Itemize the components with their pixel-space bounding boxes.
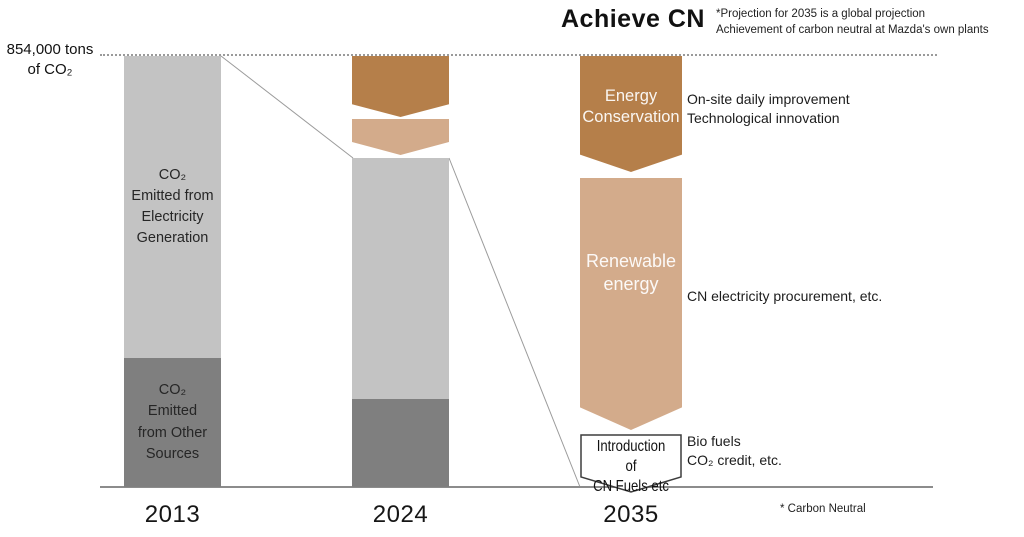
annotation-cn-fuels: Bio fuels CO₂ credit, etc. [687,433,782,468]
reduction-arrow-2035-energy-conservation: Energy Conservation [580,56,682,172]
x-tick-2024: 2024 [372,501,429,528]
bar-2013-other-label: CO₂ Emitted from Other Sources [137,382,208,462]
energy-conservation-label: Energy Conservation [582,87,680,126]
bar-2024-other-segment [352,399,449,487]
annotation-renewable: CN electricity procurement, etc. [687,288,883,304]
x-axis-line [100,486,933,488]
chart-title: Achieve CN [561,5,705,33]
x-tick-2013: 2013 [144,501,201,528]
x-tick-2035: 2035 [603,501,659,528]
carbon-neutral-footnote: * Carbon Neutral [780,503,866,515]
header-footnote: *Projection for 2035 is a global project… [716,8,989,36]
connector-2013-2024 [220,55,354,159]
y-axis-baseline-label: 854,000 tons of CO₂ [6,41,94,78]
reduction-arrow-2024-energy-conservation [352,56,449,117]
connector-2024-2035 [448,157,581,488]
reduction-arrow-2024-renewable-energy [352,119,449,155]
annotation-energy-conservation: On-site daily improvement Technological … [687,91,850,126]
bar-2013-other-segment: CO₂ Emitted from Other Sources [124,358,221,487]
bar-2013-electricity-label: CO₂ Emitted from Electricity Generation [131,166,214,247]
bar-2024-electricity-segment [352,158,449,399]
cn-fuels-label: Introduction of CN Fuels etc [593,438,669,495]
reduction-arrow-2035-renewable-energy: Renewable energy [580,178,682,430]
bar-2013-electricity-segment: CO₂ Emitted from Electricity Generation [124,56,221,358]
baseline-dotted-line [100,54,937,56]
cn-fuels-outline-box [580,434,682,493]
renewable-energy-label: Renewable energy [585,250,677,294]
